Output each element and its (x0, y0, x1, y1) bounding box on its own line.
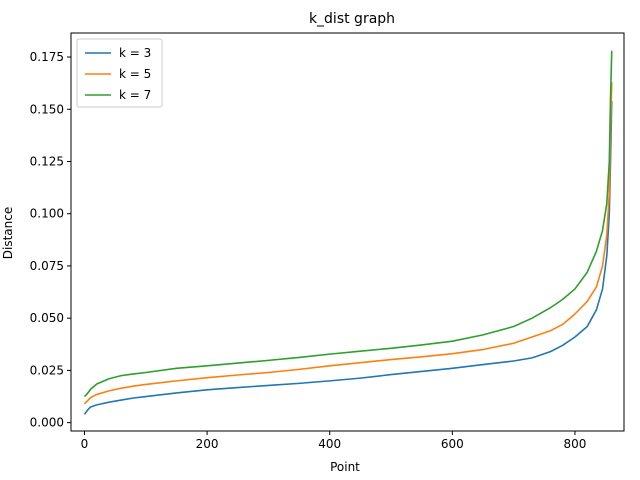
x-tick-label: 800 (564, 437, 587, 451)
legend-label: k = 5 (119, 67, 151, 81)
y-tick-label: 0.125 (30, 154, 64, 168)
y-axis-label: Distance (1, 207, 15, 259)
legend-box (76, 38, 163, 108)
series-line-k7 (83, 50, 613, 398)
y-tick-label: 0.075 (30, 259, 64, 273)
x-axis-ticks: 0 200 400 600 800 (81, 431, 587, 451)
legend-label: k = 3 (119, 46, 151, 60)
series-line-k5 (83, 82, 613, 405)
x-axis-label: Point (330, 460, 360, 474)
axes-frame (70, 32, 625, 432)
y-tick-label: 0.100 (30, 207, 64, 221)
x-tick-label: 400 (318, 437, 341, 451)
x-tick-label: 0 (81, 437, 89, 451)
y-tick-label: 0.025 (30, 363, 64, 377)
legend-label: k = 7 (119, 88, 151, 102)
y-tick-label: 0.000 (30, 416, 64, 430)
series-line-k3 (83, 100, 613, 415)
x-tick-label: 600 (441, 437, 464, 451)
y-axis-ticks: 0.000 0.025 0.050 0.075 0.100 0.125 0.150 0.175 (30, 50, 71, 430)
y-tick-label: 0.050 (30, 311, 64, 325)
chart-title: k_dist graph (309, 11, 395, 27)
x-tick-label: 200 (196, 437, 219, 451)
series-layer (83, 50, 613, 415)
y-tick-label: 0.150 (30, 102, 64, 116)
legend: k = 3 k = 5 k = 7 (76, 38, 163, 108)
y-tick-label: 0.175 (30, 50, 64, 64)
